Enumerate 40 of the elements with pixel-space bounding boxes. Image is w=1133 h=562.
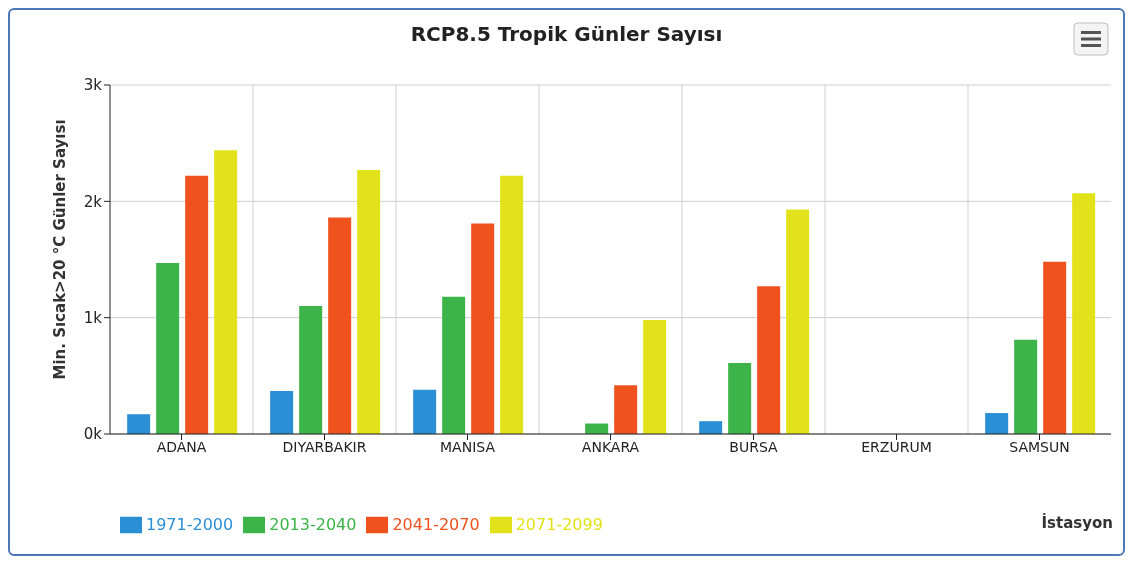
bar bbox=[442, 296, 466, 434]
bar bbox=[299, 306, 323, 434]
bar bbox=[786, 209, 810, 434]
bar bbox=[357, 169, 381, 434]
bar bbox=[500, 175, 524, 434]
x-tick-label: ADANA bbox=[156, 438, 207, 455]
y-tick-label: 2k bbox=[83, 192, 103, 211]
bar bbox=[643, 319, 667, 434]
x-tick-label: SAMSUN bbox=[1009, 438, 1070, 455]
bar bbox=[1072, 193, 1096, 434]
y-axis-title: Min. Sıcak>20 °C Günler Sayısı bbox=[51, 119, 70, 380]
bar bbox=[614, 385, 638, 434]
bar bbox=[699, 421, 723, 434]
bar bbox=[728, 363, 752, 434]
bar bbox=[214, 150, 238, 434]
bar bbox=[1043, 261, 1067, 434]
y-tick-label: 3k bbox=[83, 76, 103, 95]
bar bbox=[127, 414, 151, 434]
legend-label: 2013-2040 bbox=[269, 514, 357, 534]
chart-title: RCP8.5 Tropik Günler Sayısı bbox=[409, 22, 724, 46]
y-tick-label: 1k bbox=[83, 308, 103, 327]
bar bbox=[471, 223, 495, 434]
bar bbox=[985, 413, 1009, 434]
legend-label: 2041-2070 bbox=[392, 514, 480, 534]
x-tick-label: BURSA bbox=[729, 438, 779, 455]
bar bbox=[413, 389, 437, 434]
bar bbox=[185, 175, 209, 434]
x-tick-label: ERZURUM bbox=[861, 438, 932, 455]
bar bbox=[328, 217, 352, 434]
bar bbox=[156, 262, 180, 434]
x-axis-title: İstasyon bbox=[1041, 514, 1113, 532]
bar bbox=[757, 286, 781, 434]
x-tick-label: ANKARA bbox=[581, 438, 640, 455]
bar bbox=[1014, 339, 1038, 434]
legend-label: 2071-2099 bbox=[515, 514, 603, 534]
y-tick-label: 0k bbox=[83, 425, 103, 444]
x-tick-label: MANISA bbox=[440, 438, 496, 455]
bar bbox=[270, 390, 294, 434]
legend-label: 1971-2000 bbox=[146, 514, 234, 534]
x-tick-label: DIYARBAKIR bbox=[282, 438, 367, 455]
